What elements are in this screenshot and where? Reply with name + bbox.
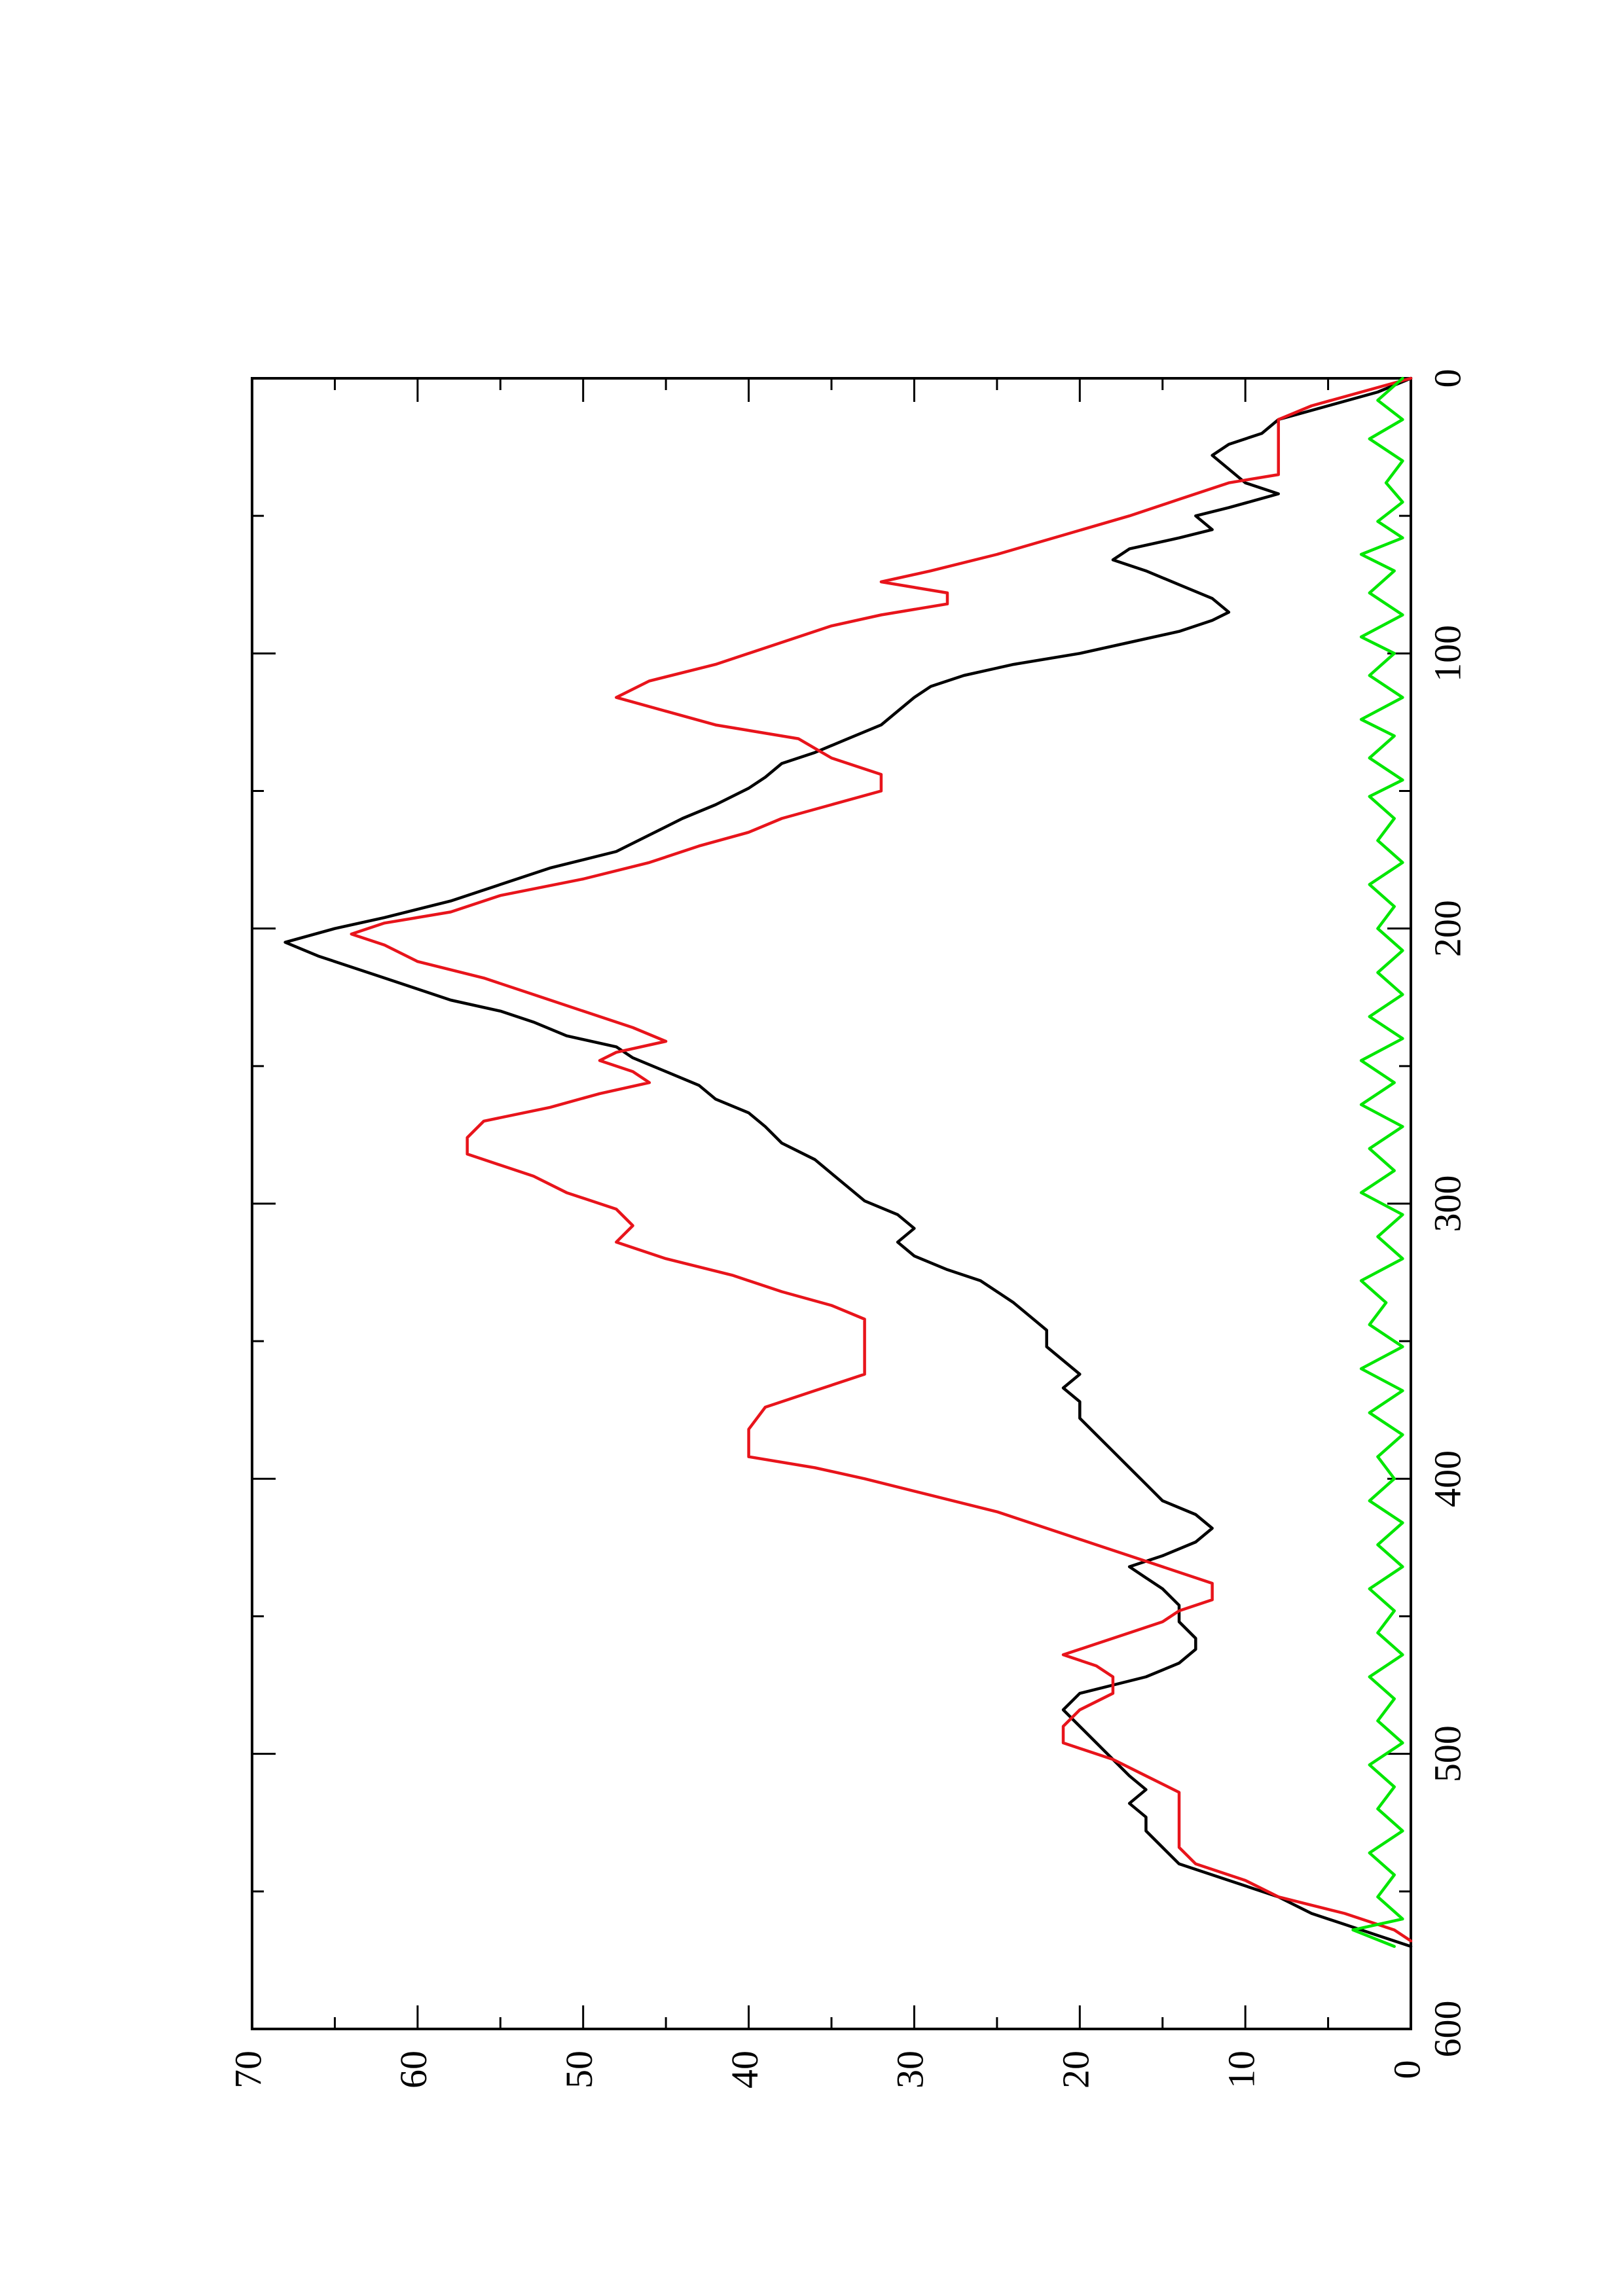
y-axis-tick-labels: 0 10 20 30 40 50 60 70 — [227, 2051, 1428, 2089]
axis-ticks — [251, 377, 1412, 2030]
y-tick-label: 60 — [392, 2051, 435, 2089]
y-tick-label: 50 — [558, 2051, 600, 2089]
y-tick-label: 10 — [1220, 2051, 1262, 2089]
x-tick-label: 600 — [1426, 2001, 1468, 2058]
series-line-2 — [350, 376, 1413, 1943]
x-tick-label: 0 — [1426, 369, 1468, 388]
y-tick-label: 30 — [889, 2051, 932, 2089]
x-tick-label: 100 — [1426, 625, 1468, 682]
y-tick-label: 40 — [723, 2051, 766, 2089]
x-axis-tick-labels: 0 100 200 300 400 500 600 — [1426, 369, 1468, 2058]
series-line-1 — [283, 376, 1413, 1948]
x-tick-label: 200 — [1426, 900, 1468, 957]
series-line-3 — [1351, 376, 1404, 1948]
y-tick-label: 70 — [227, 2051, 269, 2089]
x-tick-label: 500 — [1426, 1725, 1468, 1782]
x-tick-label: 300 — [1426, 1175, 1468, 1232]
series-lines — [283, 376, 1413, 1948]
y-tick-label: 0 — [1385, 2060, 1428, 2079]
x-tick-label: 400 — [1426, 1450, 1468, 1507]
y-tick-label: 20 — [1055, 2051, 1097, 2089]
